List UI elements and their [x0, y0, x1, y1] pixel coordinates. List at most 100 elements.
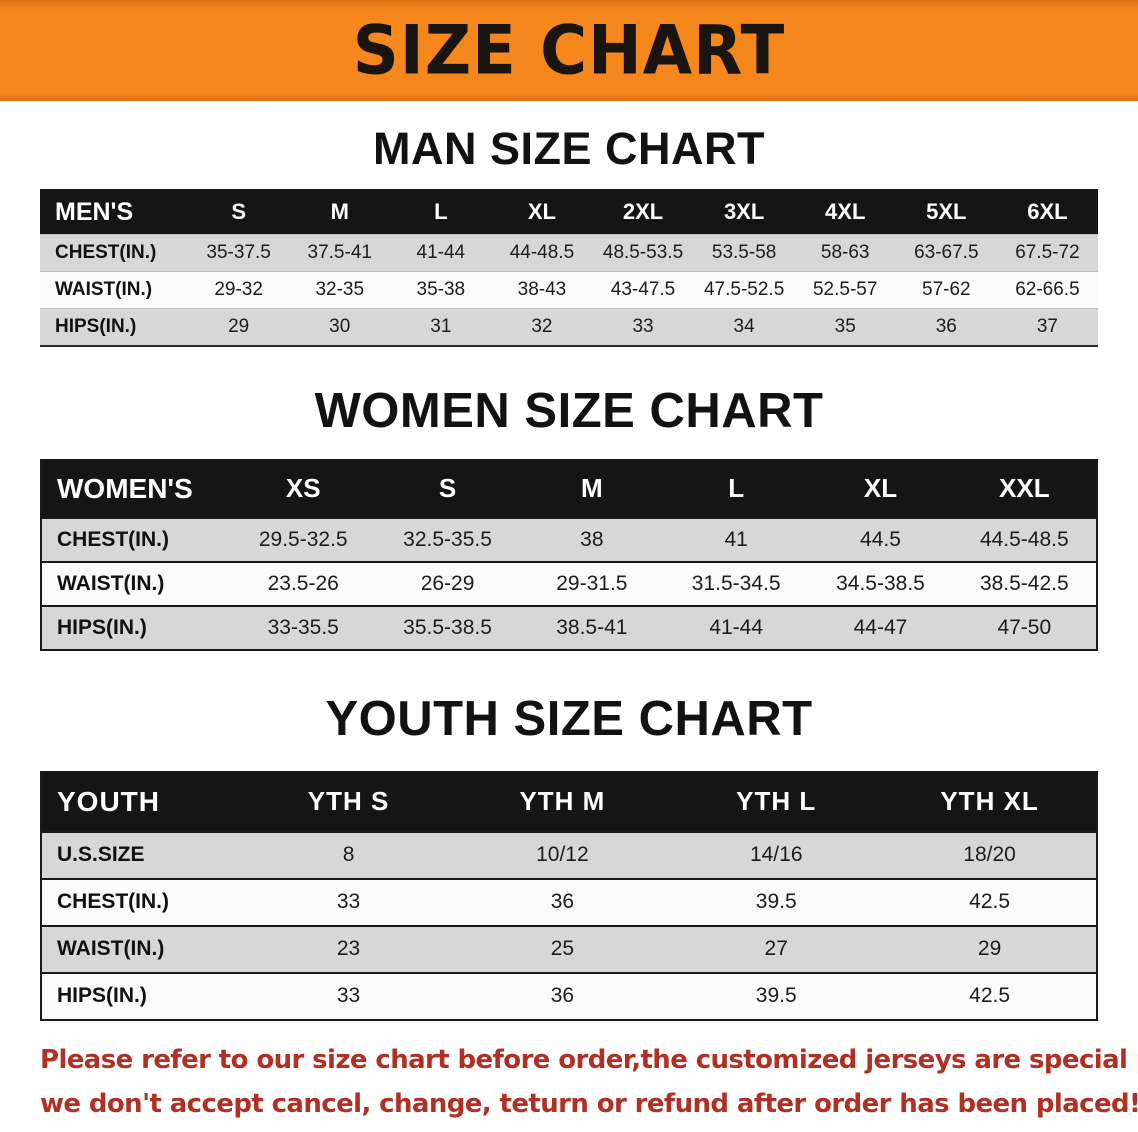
youth-size-table: YOUTH YTH S YTH M YTH L YTH XL U.S.SIZE 8 10/12…	[40, 770, 1098, 1021]
value-cell: 62-66.5	[1015, 279, 1080, 300]
table-row: CHEST(IN.) 35-37.5 37.5-41 41-44 44-48.5 48.5…	[40, 234, 1098, 272]
size-column-header: S	[188, 189, 290, 235]
value-cell: 36	[550, 984, 575, 1007]
value-cell: 41-44	[709, 615, 764, 639]
value-cell: 29	[228, 315, 250, 337]
value-cell: 58-63	[820, 242, 870, 263]
value-cell: 47-50	[997, 615, 1052, 639]
row-label-cell: HIPS(IN.)	[57, 615, 147, 639]
disclaimer-line-2: we don't accept cancel, change, teturn o…	[40, 1088, 1138, 1119]
size-column-header: L	[664, 459, 809, 518]
value-cell: 35	[834, 315, 856, 337]
row-label-cell: WAIST(IN.)	[55, 279, 153, 300]
value-cell: 67.5-72	[1015, 242, 1080, 263]
value-cell: 37.5-41	[307, 242, 372, 263]
row-label-cell: HIPS(IN.)	[57, 984, 147, 1007]
youth-chart-heading: YOUTH SIZE CHART	[325, 691, 813, 746]
page-title: SIZE CHART	[352, 11, 786, 90]
table-header-row: WOMEN'S XS S M L XL XXL	[41, 459, 1097, 518]
table-header-row: MEN'S S M L XL 2XL 3XL 4XL 5XL 6XL	[40, 189, 1098, 235]
value-cell: 38	[580, 527, 604, 551]
value-cell: 38-43	[517, 279, 567, 300]
row-label-cell: HIPS(IN.)	[55, 315, 137, 337]
value-cell: 57-62	[922, 279, 971, 300]
value-cell: 41	[724, 527, 748, 551]
size-column-header: XL	[491, 189, 593, 235]
value-cell: 31.5-34.5	[691, 571, 781, 595]
value-cell: 25	[550, 937, 575, 960]
value-cell: 26-29	[420, 571, 475, 595]
value-cell: 44-47	[853, 615, 908, 639]
value-cell: 37	[1036, 315, 1058, 337]
disclaimer-notice: Please refer to our size chart before or…	[40, 1045, 1138, 1119]
women-chart-heading: WOMEN SIZE CHART	[314, 383, 824, 438]
row-label-cell: WAIST(IN.)	[57, 571, 165, 595]
table-row: U.S.SIZE 8 10/12 14/16 18/20	[41, 831, 1097, 879]
value-cell: 36	[935, 315, 957, 337]
value-cell: 8	[342, 843, 355, 866]
size-column-header: YTH M	[455, 771, 670, 832]
value-cell: 47.5-52.5	[703, 279, 785, 300]
value-cell: 32-35	[315, 279, 365, 300]
size-column-header: S	[375, 459, 520, 518]
men-chart-heading: MAN SIZE CHART	[373, 123, 765, 174]
table-row: CHEST(IN.) 33 36 39.5 42.5	[41, 878, 1097, 926]
value-cell: 29	[977, 937, 1002, 960]
value-cell: 29-32	[214, 279, 263, 300]
section-youth-size-chart: YOUTH SIZE CHART YOUTH YTH S YTH M YTH L YTH…	[0, 691, 1138, 1021]
table-row: WAIST(IN.) 23 25 27 29	[41, 925, 1097, 973]
table-row: CHEST(IN.) 29.5-32.5 32.5-35.5 38 41 44.5 44.5…	[41, 517, 1097, 562]
value-cell: 32.5-35.5	[403, 527, 492, 551]
size-column-header: M	[519, 459, 665, 518]
size-column-header: 2XL	[592, 189, 694, 235]
value-cell: 31	[430, 315, 452, 337]
size-column-header: 5XL	[895, 189, 997, 235]
table-header-row: YOUTH YTH S YTH M YTH L YTH XL	[41, 771, 1097, 832]
table-row: HIPS(IN.) 33-35.5 35.5-38.5 38.5-41 41-44 44-…	[41, 605, 1097, 650]
table-row: WAIST(IN.) 23.5-26 26-29 29-31.5 31.5-34.5 34…	[41, 561, 1097, 606]
value-cell: 18/20	[963, 843, 1016, 866]
value-cell: 53.5-58	[711, 242, 777, 263]
row-label-cell: CHEST(IN.)	[55, 242, 157, 263]
men-size-table: MEN'S S M L XL 2XL 3XL 4XL 5XL 6XL CHEST(IN.) 35-37…	[40, 189, 1098, 347]
row-label-cell: WAIST(IN.)	[57, 937, 165, 960]
value-cell: 35-37.5	[206, 242, 271, 263]
value-cell: 38.5-41	[556, 615, 628, 639]
table-title-cell: MEN'S	[40, 189, 189, 235]
value-cell: 34	[733, 315, 755, 337]
value-cell: 36	[550, 890, 575, 913]
row-label-cell: CHEST(IN.)	[57, 527, 169, 551]
size-column-header: XXL	[952, 459, 1097, 518]
size-column-header: L	[390, 189, 492, 235]
value-cell: 35.5-38.5	[403, 615, 492, 639]
value-cell: 23.5-26	[267, 571, 339, 595]
size-column-header: 4XL	[794, 189, 896, 235]
table-row: HIPS(IN.) 29 30 31 32 33 34 35 36 37	[40, 308, 1098, 346]
row-label-cell: CHEST(IN.)	[57, 890, 169, 913]
value-cell: 44.5	[860, 527, 901, 551]
value-cell: 33	[632, 315, 654, 337]
value-cell: 33	[336, 984, 361, 1007]
value-cell: 14/16	[749, 843, 803, 866]
value-cell: 32	[531, 315, 553, 337]
row-label-cell: U.S.SIZE	[57, 843, 145, 866]
value-cell: 44-48.5	[509, 242, 575, 263]
value-cell: 10/12	[536, 843, 589, 866]
value-cell: 27	[764, 937, 788, 960]
value-cell: 43-47.5	[610, 279, 676, 300]
size-column-header: 3XL	[693, 189, 795, 235]
size-column-header: YTH L	[669, 771, 884, 832]
table-row: HIPS(IN.) 33 36 39.5 42.5	[41, 972, 1097, 1020]
value-cell: 63-67.5	[914, 242, 979, 263]
value-cell: 29.5-32.5	[258, 527, 348, 551]
section-women-size-chart: WOMEN SIZE CHART WOMEN'S XS S M L XL XXL CHEST(…	[0, 383, 1138, 651]
women-size-table: WOMEN'S XS S M L XL XXL CHEST(IN.) 29.5-32.5 32.5…	[40, 458, 1098, 651]
value-cell: 33-35.5	[267, 615, 339, 639]
size-column-header: XL	[808, 459, 953, 518]
table-row: WAIST(IN.) 29-32 32-35 35-38 38-43 43-47.5 47.…	[40, 271, 1098, 309]
size-column-header: M	[289, 189, 391, 235]
table-title-cell: WOMEN'S	[41, 459, 232, 518]
size-column-header: 6XL	[996, 189, 1098, 235]
value-cell: 33	[336, 890, 361, 913]
